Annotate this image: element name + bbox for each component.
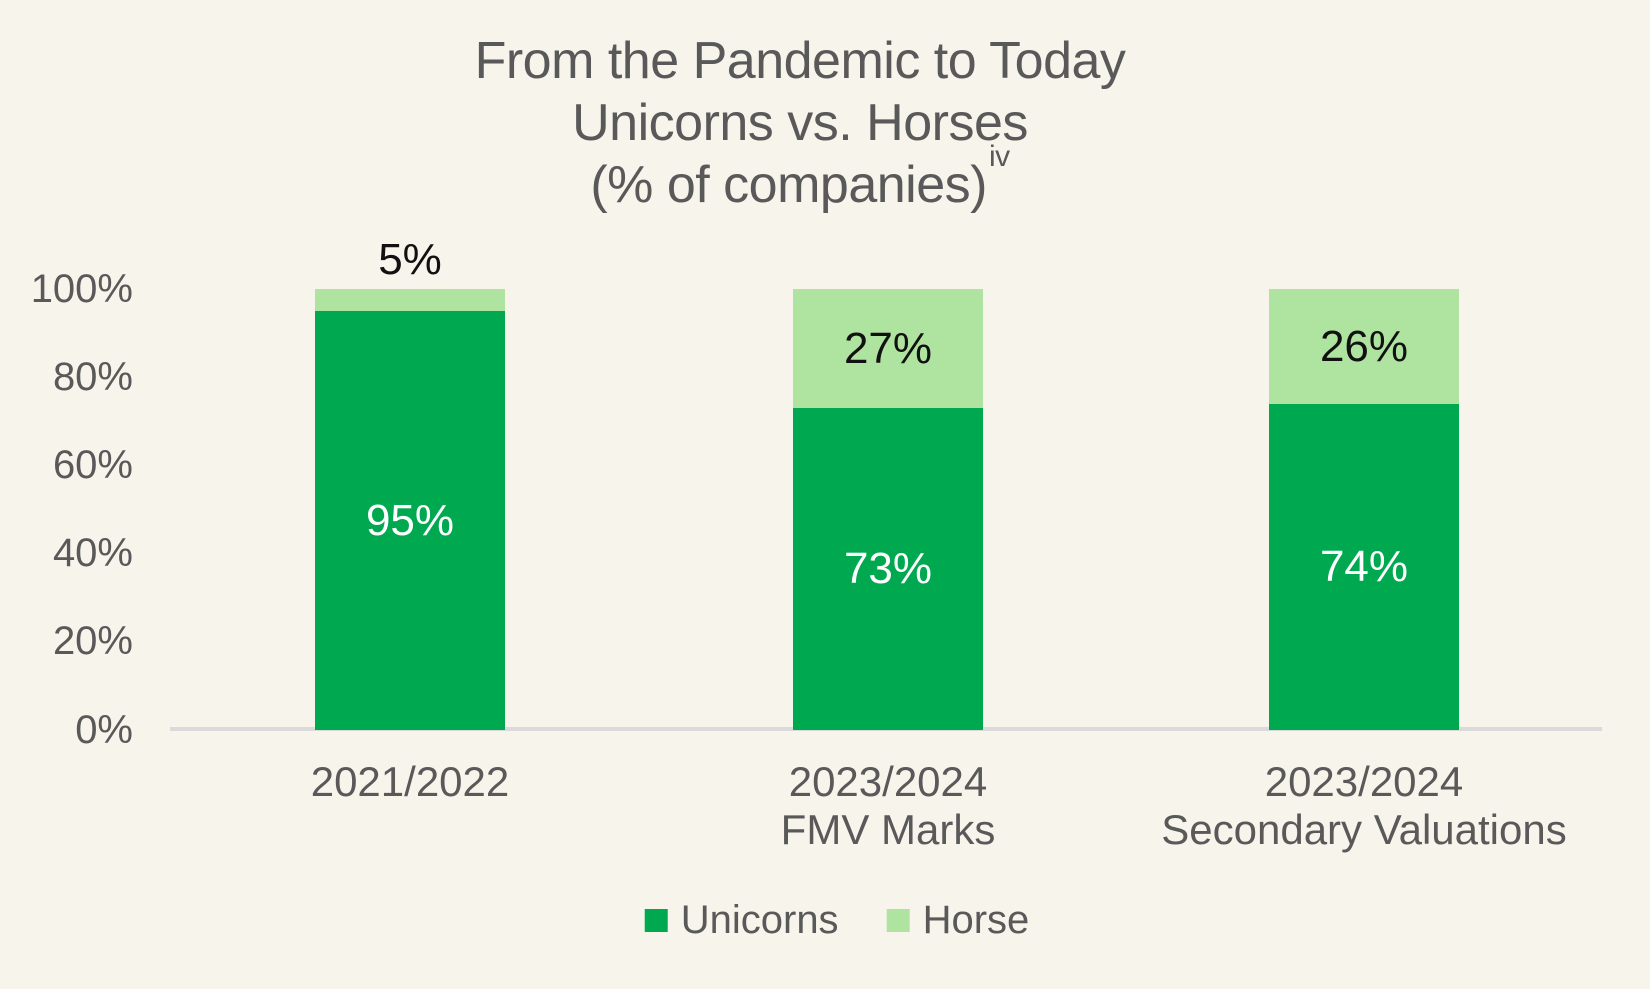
x-label-2021-2022: 2021/2022: [160, 758, 660, 806]
y-tick-label-0: 0%: [75, 708, 133, 752]
chart-title-line-2: Unicorns vs. Horses: [572, 94, 1028, 152]
y-tick-label-40: 40%: [52, 531, 133, 575]
unicorns-segment: 95%: [315, 311, 505, 730]
chart-title-footnote-superscript: iv: [988, 139, 1010, 173]
legend-item-horse: Horse: [886, 898, 1030, 942]
bar-2021-2022: 5% 95%: [315, 235, 505, 730]
horse-value-label: 27%: [843, 323, 933, 373]
chart-title-line-1: From the Pandemic to Today: [474, 32, 1126, 90]
horse-segment: 27%: [793, 289, 983, 408]
bar-2023-2024-secondary-valuations: 26% 74%: [1269, 289, 1459, 730]
horse-value-label: 26%: [1319, 321, 1409, 371]
x-label-2023-2024-fmv-marks: 2023/2024 FMV Marks: [638, 758, 1138, 854]
x-label-line: 2023/2024: [788, 758, 988, 805]
y-tick-label-60: 60%: [52, 443, 133, 487]
x-label-line: FMV Marks: [780, 806, 996, 853]
y-tick-label-20: 20%: [52, 619, 133, 663]
unicorns-value-label: 73%: [843, 544, 933, 593]
x-label-line: 2023/2024: [1264, 758, 1464, 805]
legend-label-unicorns: Unicorns: [680, 898, 839, 942]
chart-title-line-3-text: (% of companies): [590, 156, 987, 214]
horse-segment: 26%: [1269, 289, 1459, 404]
unicorns-segment: 73%: [793, 408, 983, 730]
unicorns-swatch: [644, 908, 668, 932]
legend-label-horse: Horse: [922, 898, 1030, 942]
x-label-2023-2024-secondary-valuations: 2023/2024 Secondary Valuations: [1114, 758, 1614, 854]
horse-value-label: 5%: [378, 235, 442, 284]
unicorns-segment: 74%: [1269, 404, 1459, 730]
bar-2023-2024-fmv-marks: 27% 73%: [793, 289, 983, 730]
horse-swatch: [886, 908, 910, 932]
unicorns-value-label: 74%: [1319, 542, 1409, 591]
horse-segment: 5%: [315, 235, 505, 311]
unicorns-value-label: 95%: [365, 495, 455, 545]
y-tick-label-100: 100%: [30, 267, 133, 311]
y-tick-label-80: 80%: [52, 355, 133, 399]
legend: Unicorns Horse: [644, 898, 1030, 942]
legend-item-unicorns: Unicorns: [644, 898, 839, 942]
chart-title-line-3: (% of companies)iv: [0, 141, 1600, 216]
chart-title: From the Pandemic to Today Unicorns vs. …: [0, 30, 1600, 216]
x-label-line: Secondary Valuations: [1161, 806, 1567, 853]
x-label-line: 2021/2022: [310, 758, 510, 805]
